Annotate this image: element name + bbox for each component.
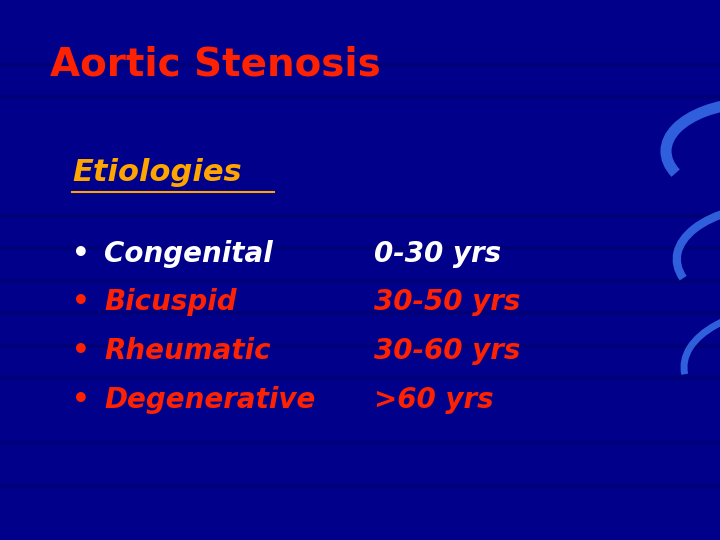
- Text: Rheumatic: Rheumatic: [104, 337, 271, 365]
- Text: >60 yrs: >60 yrs: [374, 386, 494, 414]
- Text: Aortic Stenosis: Aortic Stenosis: [50, 46, 381, 84]
- Text: Bicuspid: Bicuspid: [104, 288, 237, 316]
- Text: Etiologies: Etiologies: [72, 158, 242, 187]
- Text: •: •: [72, 288, 90, 316]
- Text: 30-50 yrs: 30-50 yrs: [374, 288, 521, 316]
- Text: •: •: [72, 240, 90, 268]
- Text: Degenerative: Degenerative: [104, 386, 316, 414]
- Text: •: •: [72, 386, 90, 414]
- Text: Congenital: Congenital: [104, 240, 273, 268]
- Text: 0-30 yrs: 0-30 yrs: [374, 240, 502, 268]
- Text: •: •: [72, 337, 90, 365]
- Text: 30-60 yrs: 30-60 yrs: [374, 337, 521, 365]
